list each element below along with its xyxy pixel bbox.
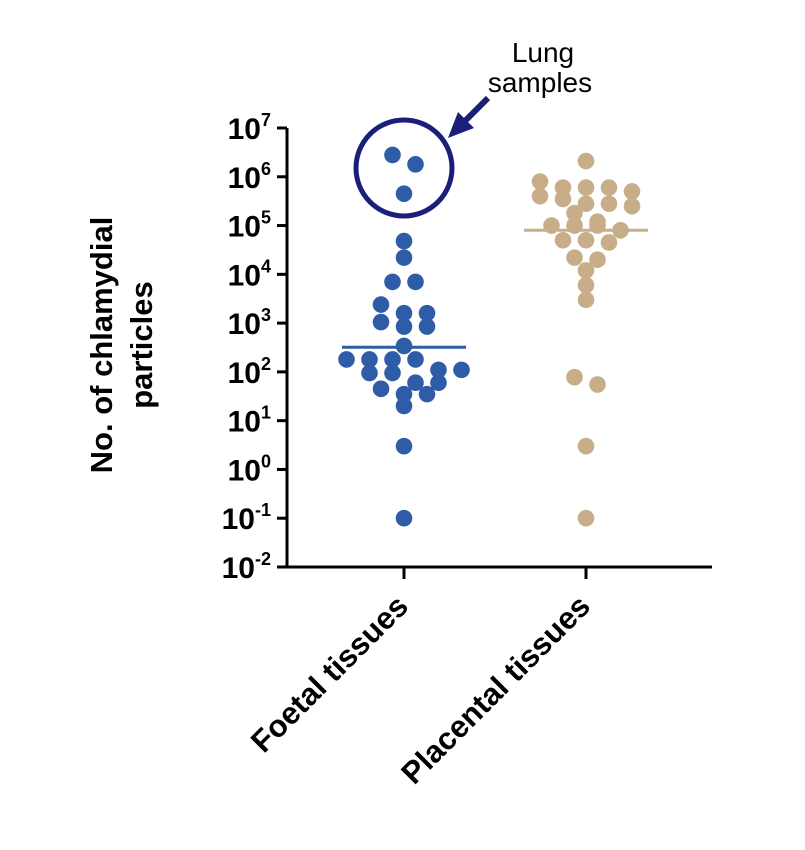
- data-point: [395, 509, 413, 527]
- data-point: [395, 318, 413, 335]
- data-point: [384, 273, 401, 291]
- data-point: [407, 273, 424, 291]
- data-point: [372, 380, 390, 398]
- data-point: [384, 146, 401, 164]
- data-point: [395, 385, 413, 403]
- data-point: [361, 364, 378, 382]
- y-tick-label: 107: [228, 110, 271, 146]
- data-point: [577, 291, 595, 309]
- data-point: [395, 249, 413, 266]
- data-point: [531, 173, 549, 190]
- y-tick-label: 102: [228, 354, 271, 390]
- data-point: [395, 304, 413, 322]
- y-tick-label: 10-2: [222, 549, 271, 585]
- axis-titles: No. of chlamydial particles: [84, 217, 159, 474]
- data-point: [566, 204, 583, 222]
- data-point: [623, 183, 641, 200]
- data-point: [453, 361, 470, 379]
- annotation-arrow-head: [448, 112, 474, 138]
- data-point: [577, 195, 595, 213]
- data-point: [395, 232, 413, 250]
- data-point: [577, 276, 595, 294]
- y-tick-label: 105: [228, 208, 271, 244]
- data-point: [418, 304, 436, 322]
- data-point: [384, 364, 401, 382]
- data-point: [407, 351, 424, 368]
- data-point: [600, 179, 618, 196]
- data-point: [566, 249, 583, 266]
- data-point: [577, 509, 595, 527]
- y-tick-label: 104: [228, 256, 271, 292]
- data-point: [577, 152, 595, 170]
- y-tick-label: 103: [228, 305, 271, 341]
- y-tick-label: 106: [228, 159, 271, 195]
- data-point: [554, 231, 572, 249]
- data-point: [384, 351, 401, 368]
- y-tick-label: 101: [228, 403, 271, 439]
- data-point: [361, 351, 378, 368]
- y-axis-title-line2: particles: [124, 281, 159, 409]
- data-point: [418, 385, 436, 403]
- data-point: [372, 296, 390, 313]
- data-point: [566, 368, 583, 386]
- x-category-label: Placental tissues: [394, 588, 597, 791]
- data-point: [589, 251, 606, 268]
- y-axis: 10-2 10-1 100 101 102 103 104 105 106 107: [222, 110, 289, 585]
- data-point: [395, 185, 413, 202]
- y-tick-label: 10-1: [222, 500, 271, 536]
- data-point: [577, 231, 595, 249]
- data-point: [407, 156, 424, 173]
- data-point: [577, 262, 595, 279]
- data-point: [395, 437, 413, 455]
- data-point: [531, 187, 549, 205]
- data-point: [430, 361, 447, 379]
- data-point: [554, 179, 572, 196]
- data-point: [407, 374, 424, 392]
- annotation-text-line2: samples: [488, 67, 592, 98]
- data-point: [600, 234, 618, 251]
- data-point: [338, 351, 355, 368]
- x-category-label: Foetal tissues: [244, 588, 415, 759]
- lung-samples-circle: [353, 117, 455, 219]
- annotation-text-line1: Lung: [512, 37, 574, 68]
- data-point: [600, 195, 618, 213]
- data-point: [395, 397, 413, 415]
- data-point: [554, 190, 572, 208]
- median-lines: [342, 228, 648, 349]
- data-point: [577, 179, 595, 196]
- data-point: [589, 376, 606, 393]
- y-axis-title-line1: No. of chlamydial: [84, 217, 119, 474]
- y-tick-label: 100: [228, 451, 271, 487]
- data-point: [623, 197, 641, 215]
- data-point: [372, 313, 390, 331]
- data-point: [577, 437, 595, 455]
- data-points: [338, 146, 641, 527]
- data-point: [418, 318, 436, 335]
- data-point: [430, 374, 447, 392]
